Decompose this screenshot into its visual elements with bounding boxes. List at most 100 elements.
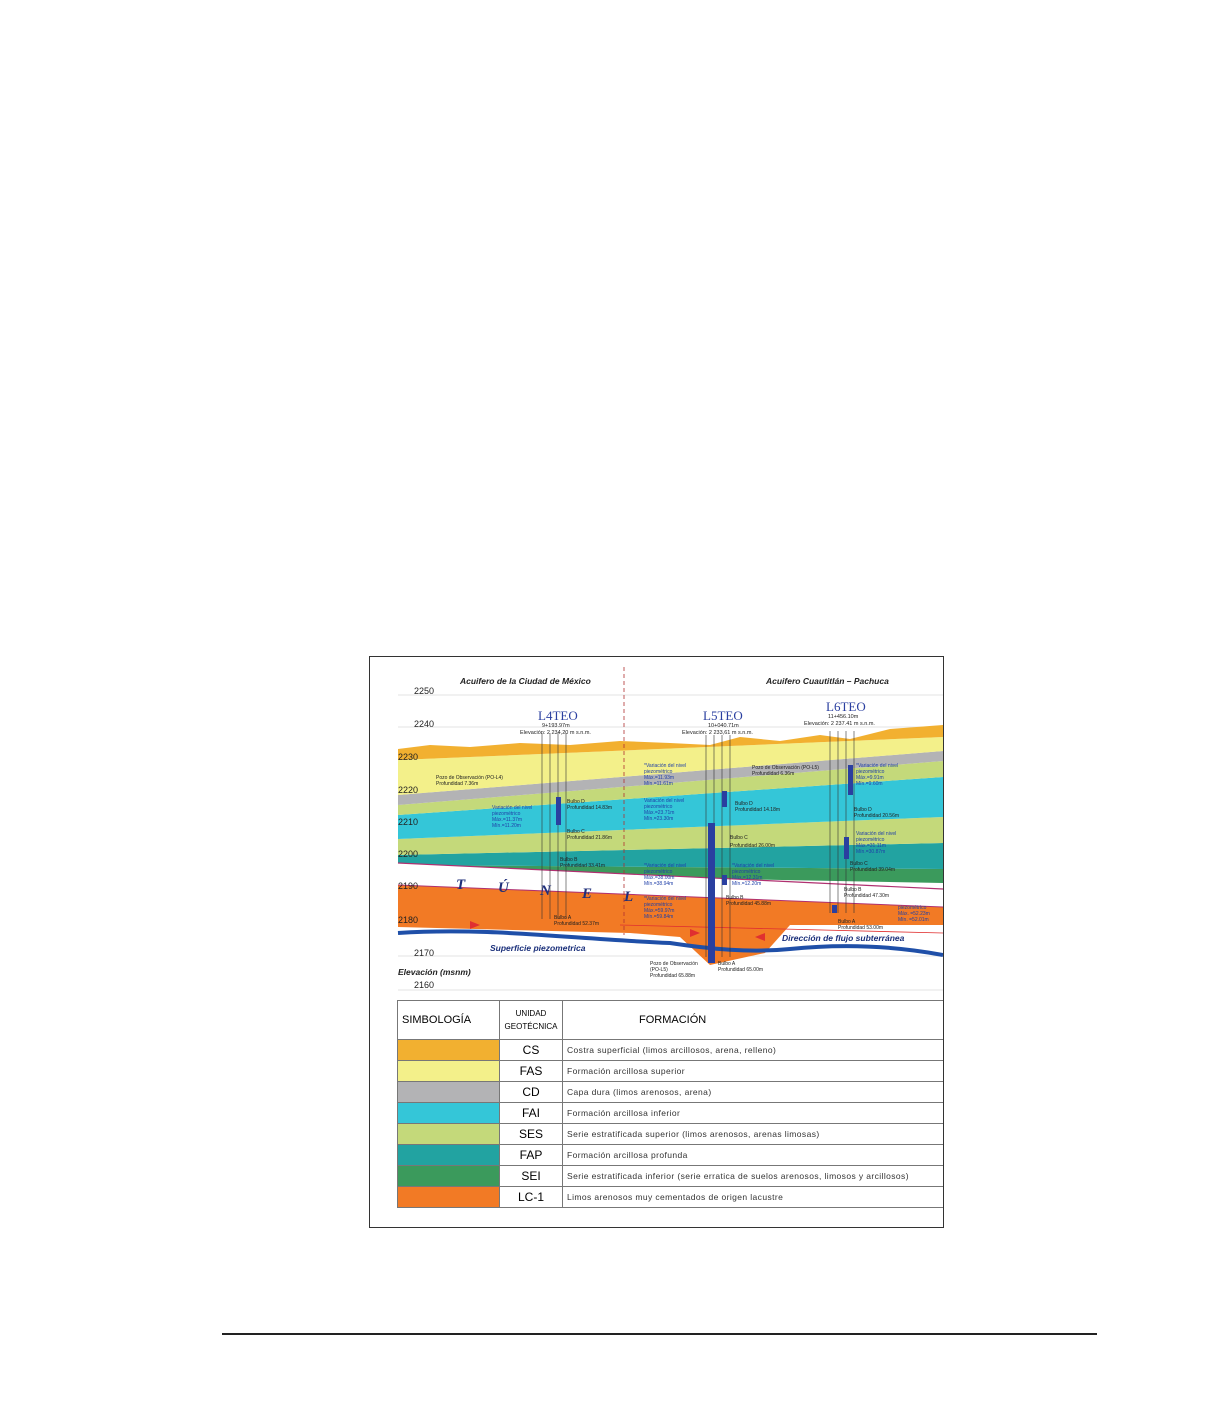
l5-var4-line4: Mín.=59.84m [644, 914, 673, 920]
layer-lc1 [398, 885, 943, 965]
legend-description: Limos arenosos muy cementados de origen … [562, 1186, 943, 1208]
l5-var4-line3: Máx.=59.97m [644, 908, 674, 914]
l5-bulbo-b-line2: Profundidad 45.88m [726, 901, 771, 907]
well-l5teo-name: L5TEO [703, 708, 743, 723]
l6-var2-line4: Mín.=30.87m [856, 849, 885, 855]
well-l5teo-elevation: Elevación: 2 233,61 m s.n.m. [682, 730, 753, 736]
l5-var3-line3: Máx.=38.00m [644, 875, 674, 881]
l5-pozo-bottom-line2: (PO-L5) [650, 967, 668, 973]
legend-code: SES [499, 1123, 563, 1145]
l6-var2-line1: Variación del nivel [856, 831, 896, 837]
legend-description: Capa dura (limos arenosos, arena) [562, 1081, 943, 1103]
legend-code: FAS [499, 1060, 563, 1082]
well-l4teo-name: L4TEO [538, 708, 578, 723]
legend-description: Formación arcillosa inferior [562, 1102, 943, 1124]
elevation-axis-title: Elevación (msnm) [398, 967, 471, 977]
l6-bulbo-b-line1: Bulbo B [844, 887, 862, 893]
tick-2190: 2190 [398, 881, 418, 891]
layer-fai [398, 777, 943, 839]
legend-header-unit-line1: UNIDAD [515, 1009, 547, 1018]
legend-swatch [397, 1144, 500, 1166]
l5-bulbo-c-line1: Bulbo C [730, 835, 748, 841]
l5-var2-line2: piezométrico [644, 804, 673, 810]
l5-bulbo-c-line2: Profundidad 26.00m [730, 843, 775, 849]
flow-arrow-left [690, 929, 700, 937]
l5-var1-line1: *Variación del nivel [644, 763, 686, 769]
l5-bulbo-b-line1: Bulbo B [726, 895, 744, 901]
l6-var3-line1: piezométrico [898, 905, 927, 911]
tunnel-letter-5: L [623, 889, 633, 905]
l4-var-line1: Variación del nivel [492, 805, 532, 811]
tick-2160: 2160 [414, 980, 434, 990]
l5-bulbo-a-line1: Bulbo A [718, 961, 736, 967]
tunnel-band [398, 863, 943, 907]
legend-swatch [397, 1060, 500, 1082]
aquifer-right-label: Acuifero Cuautitlán – Pachuca [765, 676, 889, 686]
l6-bulbo-c-line1: Bulbo C [850, 861, 868, 867]
geologic-cross-section-figure: T Ú N E L Acuifero de la Ciudad de Méxic… [369, 656, 944, 1228]
l5-var5-line4: Mín.=12.20m [732, 881, 761, 887]
legend-header-symbol: SIMBOLOGÍA [397, 1000, 500, 1040]
piezometric-surface-label: Superficie piezometrica [490, 943, 586, 953]
footer-rule [222, 1333, 1097, 1335]
l5-bulbo-d-line1: Bulbo D [735, 801, 753, 807]
l4-bulbo-a-line1: Bulbo A [554, 915, 572, 921]
legend-swatch [397, 1081, 500, 1103]
l5-var3-line4: Mín.=38.94m [644, 881, 673, 887]
tick-2210: 2210 [398, 817, 418, 827]
tick-2230: 2230 [398, 752, 418, 762]
l6-var3-line2: Máx. =52.23m [898, 911, 930, 917]
flow-arrow-west [470, 921, 480, 929]
layer-fap [398, 843, 943, 869]
legend-header-unit-line2: GEOTÉCNICA [504, 1022, 558, 1031]
legend-row: LC-1 Limos arenosos muy cementados de or… [397, 1186, 943, 1208]
l4-bulbo-b-line1: Bulbo B [560, 857, 578, 863]
l5-var5-line1: *Variación del nivel [732, 863, 774, 869]
legend-table: SIMBOLOGÍA UNIDAD GEOTÉCNICA FORMACIÓN C… [397, 1000, 943, 1208]
tick-2250: 2250 [414, 686, 434, 696]
legend-row: FAI Formación arcillosa inferior [397, 1102, 943, 1124]
aquifer-left-label: Acuifero de la Ciudad de México [459, 676, 591, 686]
tick-2220: 2220 [398, 785, 418, 795]
l4-bulbo-d-line1: Bulbo D [567, 799, 585, 805]
l6-var1-line3: Máx.=9.91m [856, 775, 884, 781]
l5-var1-line4: Mín.=11.61m [644, 781, 673, 787]
l5-bulbo-d-line2: Profundidad 14.18m [735, 807, 780, 813]
l4-bulbo-d-line2: Profundidad 14.83m [567, 805, 612, 811]
tick-2170: 2170 [414, 948, 434, 958]
l6-var3-line3: Mín. =52.01m [898, 917, 929, 923]
l5-pozo-bottom-line3: Profundidad 65.88m [650, 973, 695, 979]
legend-row: FAS Formación arcillosa superior [397, 1060, 943, 1082]
l6-bulbo-a-line2: Profundidad 53.00m [838, 925, 883, 931]
legend-description: Costra superficial (limos arcillosos, ar… [562, 1039, 943, 1061]
legend-code: FAP [499, 1144, 563, 1166]
legend-header-formation: FORMACIÓN [562, 1000, 943, 1040]
legend-row: CD Capa dura (limos arenosos, arena) [397, 1081, 943, 1103]
layer-fas [398, 737, 943, 795]
l5-var2-line1: Variación del nivel [644, 798, 684, 804]
legend-row: FAP Formación arcillosa profunda [397, 1144, 943, 1166]
l5-pozo-top-line2: Profundidad 6.36m [752, 771, 794, 777]
l5-pozo-bottom-line1: Pozo de Observación [650, 961, 698, 967]
l5-var3-line1: *Variación del nivel [644, 863, 686, 869]
piezometer-bulbs [556, 765, 853, 963]
legend-swatch [397, 1102, 500, 1124]
layer-ses-lower [398, 817, 943, 855]
legend-swatch [397, 1186, 500, 1208]
l6-bulbo-d-line2: Profundidad 20.56m [854, 813, 899, 819]
l5-pozo-top-line1: Pozo de Observación (PO-L5) [752, 765, 819, 771]
tick-2180: 2180 [398, 915, 418, 925]
l6-var2-line2: piezométrico [856, 837, 885, 843]
l4-pozo-line2: Profundidad 7.36m [436, 781, 478, 787]
l6-bulbo-c-line2: Profundidad 39.04m [850, 867, 895, 873]
l6-var1-line1: *Variación del nivel [856, 763, 898, 769]
tick-2200: 2200 [398, 849, 418, 859]
legend-description: Serie estratificada inferior (serie erra… [562, 1165, 943, 1187]
well-l6teo-elevation: Elevación: 2 237.41 m s.n.m. [804, 721, 875, 727]
l5-bulbo-a-line2: Profundidad 65.00m [718, 967, 763, 973]
l4-pozo-line1: Pozo de Observación (PO-L4) [436, 775, 503, 781]
layer-ses-upper [398, 761, 943, 815]
legend-row: SEI Serie estratificada inferior (serie … [397, 1165, 943, 1187]
tunnel-letter-4: E [581, 886, 592, 902]
l5-var5-line3: Máx.=12.31m [732, 875, 762, 881]
